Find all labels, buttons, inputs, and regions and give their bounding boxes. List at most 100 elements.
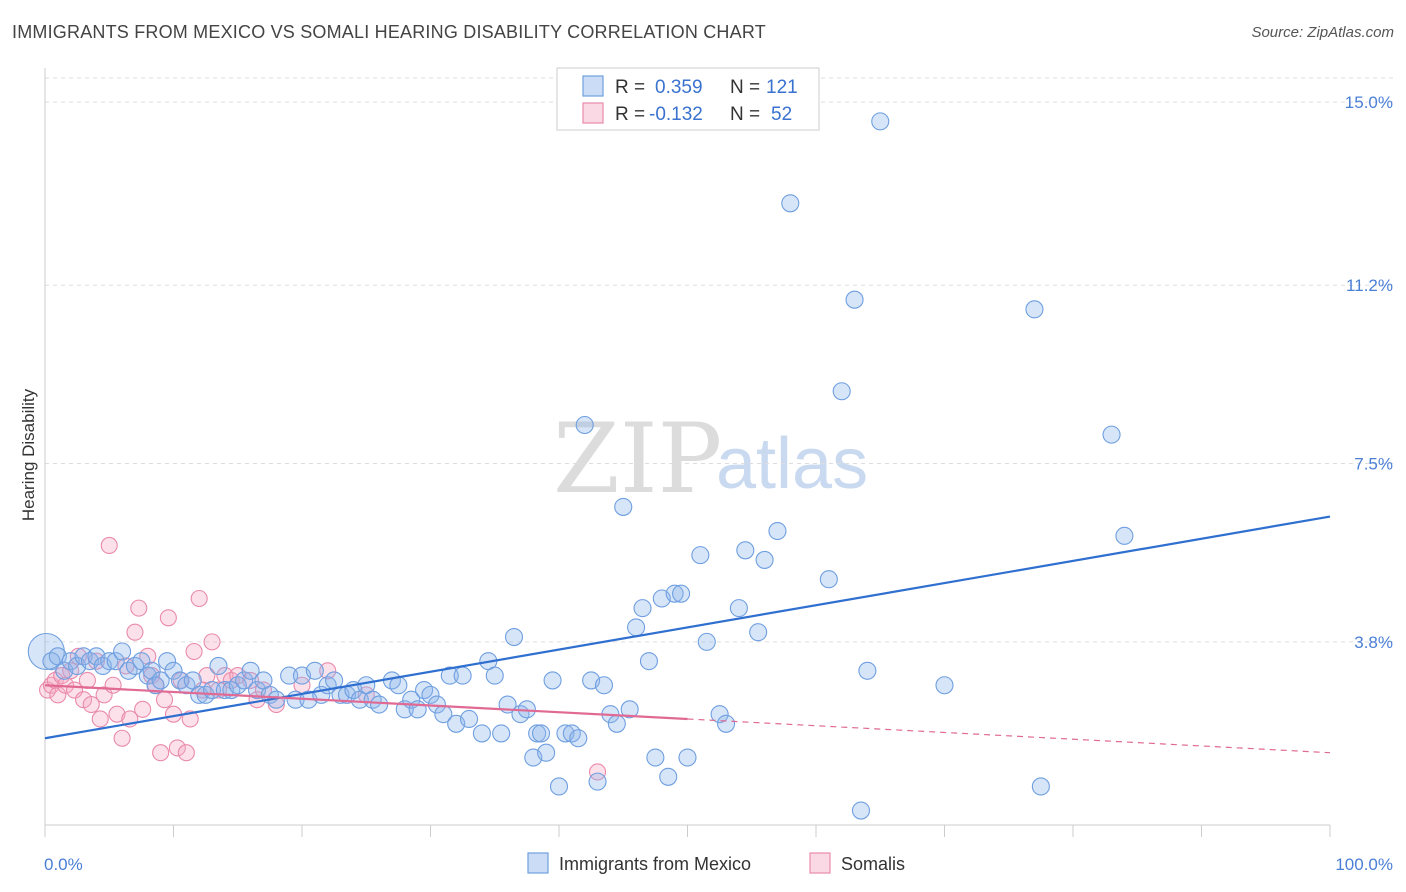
mexico-point — [749, 623, 768, 642]
bottom-legend-label-mexico: Immigrants from Mexico — [559, 854, 751, 874]
mexico-point — [659, 767, 678, 786]
bottom-legend-label-somalis: Somalis — [841, 854, 905, 874]
mexico-point — [729, 599, 748, 618]
somalis-point — [190, 589, 208, 608]
legend-r-label-1: R = — [615, 77, 645, 98]
mexico-point — [627, 618, 646, 637]
mexico-point — [106, 652, 125, 671]
mexico-point — [485, 666, 504, 685]
mexico-point — [543, 671, 562, 690]
y-tick-labels: 3.8% 7.5% 11.2% 15.0% — [1345, 93, 1393, 652]
y-axis-label: Hearing Disability — [19, 388, 38, 521]
legend-frame — [556, 67, 820, 131]
somalis-point — [155, 691, 174, 709]
legend-n-value-2: 52 — [771, 104, 792, 125]
mexico-point — [697, 632, 716, 651]
somalis-point — [159, 609, 177, 627]
somalis-point — [588, 763, 607, 781]
mexico-point — [691, 546, 710, 565]
mexico-point — [768, 521, 787, 541]
y-tick-label: 15.0% — [1345, 93, 1393, 112]
bottom-legend-swatch-mexico — [527, 852, 549, 874]
mexico-point — [858, 661, 877, 680]
somalis-point — [177, 744, 195, 762]
x-tick-labels: 0.0% 100.0% — [44, 855, 1393, 874]
y-tick-label: 3.8% — [1354, 633, 1393, 652]
legend-r-value-1: 0.359 — [655, 77, 703, 98]
mexico-point — [280, 666, 299, 685]
legend-n-value-1: 121 — [766, 77, 798, 98]
mexico-point — [614, 497, 633, 516]
mexico-point — [305, 661, 324, 680]
mexico-point — [537, 743, 556, 762]
source-label: Source: ZipAtlas.com — [1251, 24, 1394, 41]
somalis-regression-extension — [687, 718, 1331, 754]
somalis-point — [113, 729, 131, 747]
y-tick-label: 7.5% — [1354, 455, 1393, 474]
somalis-point — [185, 642, 203, 661]
legend-r-value-2: -0.132 — [649, 104, 703, 125]
mexico-point — [440, 666, 459, 685]
axes — [44, 68, 1331, 837]
mexico-regression-line — [44, 515, 1331, 740]
somalis-point — [203, 633, 221, 651]
mexico-point — [421, 685, 440, 704]
regression-lines — [44, 515, 1331, 754]
x-tick-label: 0.0% — [44, 855, 83, 874]
mexico-point — [459, 709, 479, 729]
somalis-point — [82, 695, 100, 714]
mexico-point — [672, 584, 691, 603]
legend-r-label-2: R = — [615, 104, 645, 125]
legend-n-label-1: N = — [730, 77, 760, 98]
mexico-point — [819, 570, 838, 589]
somalis-point — [319, 662, 337, 680]
mexico-point — [832, 382, 851, 401]
somalis-point — [91, 710, 109, 728]
mexico-point — [142, 661, 161, 680]
mexico-point — [158, 652, 177, 671]
somalis-point — [168, 739, 186, 757]
mexico-point — [531, 724, 551, 743]
legend: R = 0.359 N = 121 R = -0.132 N = 52 — [556, 67, 820, 131]
mexico-point — [370, 695, 389, 714]
legend-swatch-blue — [582, 75, 604, 97]
gridlines — [45, 77, 1393, 643]
bottom-legend: Immigrants from Mexico Somalis — [527, 852, 905, 874]
bottom-legend-swatch-somalis — [809, 852, 831, 874]
mexico-point — [100, 652, 119, 671]
somalis-point — [100, 536, 118, 555]
y-tick-label: 11.2% — [1346, 276, 1393, 295]
mexico-point — [633, 599, 652, 618]
mexico-point — [504, 627, 524, 647]
mexico-point — [678, 748, 697, 767]
mexico-point — [146, 676, 165, 695]
watermark-zip: ZIP — [553, 403, 722, 515]
mexico-point — [646, 748, 665, 767]
somalis-point — [108, 705, 126, 723]
mexico-point — [209, 656, 228, 676]
mexico-point — [235, 671, 254, 690]
mexico-point — [607, 714, 626, 733]
mexico-point — [151, 671, 170, 690]
mexico-point — [781, 194, 800, 213]
mexico-point — [472, 724, 491, 743]
mexico-point — [528, 724, 547, 743]
legend-n-label-2: N = — [730, 104, 760, 125]
mexico-point — [1031, 777, 1050, 796]
mexico-point — [492, 724, 511, 743]
watermark: ZIP atlas — [553, 403, 868, 515]
somalis-point — [152, 744, 170, 762]
mexico-point — [871, 112, 890, 131]
mexico-point — [1102, 425, 1121, 444]
mexico-point — [716, 714, 736, 733]
mexico-point — [588, 772, 607, 791]
mexico-point — [620, 700, 639, 719]
somalis-point — [78, 671, 96, 689]
mexico-point — [575, 415, 594, 435]
mexico-point — [845, 290, 864, 309]
mexico-point — [408, 700, 427, 719]
x-tick-label: 100.0% — [1335, 855, 1393, 874]
mexico-point — [851, 801, 871, 820]
mexico-point — [113, 642, 132, 661]
